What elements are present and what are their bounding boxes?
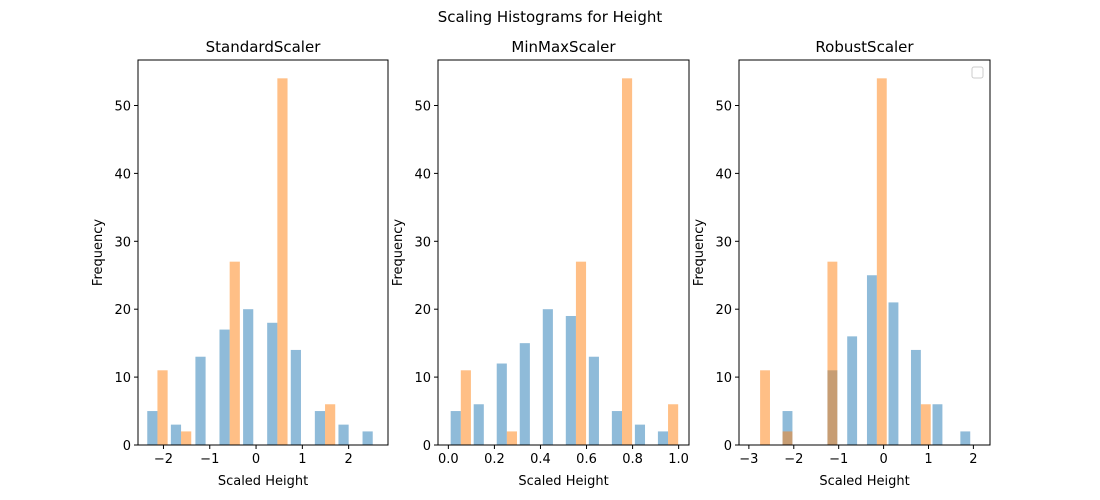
histogram-bar xyxy=(588,356,599,445)
y-tick-label: 50 xyxy=(414,99,431,114)
histogram-bar xyxy=(575,261,587,445)
y-tick-label: 10 xyxy=(114,371,131,386)
x-tick-label: 1.0 xyxy=(668,452,689,467)
x-tick-label: −2 xyxy=(784,452,803,467)
histogram-bar xyxy=(157,370,168,445)
y-axis-label: Frequency xyxy=(692,219,707,286)
x-tick-label: 0.8 xyxy=(622,452,643,467)
x-tick-label: 0.2 xyxy=(484,452,505,467)
subplot-2: 0.0 0.2 0.4 0.6 0.8 1.0 0 10 20 30 40 50 MinMaxScale… xyxy=(391,38,690,489)
histogram-bar xyxy=(496,363,507,445)
x-tick-label: −1 xyxy=(829,452,848,467)
x-tick-label: 2 xyxy=(969,452,977,467)
x-tick-label: 1 xyxy=(924,452,932,467)
histogram-bar xyxy=(147,411,158,445)
x-tick-label: 0.0 xyxy=(438,452,459,467)
x-tick-label: 1 xyxy=(298,452,306,467)
histogram-bar xyxy=(519,343,530,445)
histogram-bar xyxy=(181,431,192,445)
x-tick-label: 0.4 xyxy=(530,452,551,467)
histogram-bar xyxy=(611,411,622,445)
histogram-bar xyxy=(229,261,240,445)
histogram-bar xyxy=(243,309,254,445)
histogram-bar xyxy=(910,349,921,445)
histogram-bar xyxy=(338,424,349,445)
y-tick-label: 50 xyxy=(114,99,131,114)
histogram-bar xyxy=(565,315,576,445)
histogram-bar xyxy=(314,411,326,445)
axes-frame xyxy=(738,59,991,446)
y-tick-label: 0 xyxy=(423,439,431,454)
subplot-title: MinMaxScaler xyxy=(511,38,616,56)
histogram-bar xyxy=(473,404,484,445)
histogram-bar xyxy=(827,261,838,445)
x-tick-label: 2 xyxy=(345,452,353,467)
histogram-bar xyxy=(267,322,278,445)
x-axis-label: Scaled Height xyxy=(819,474,909,489)
histogram-bar xyxy=(621,78,633,445)
x-tick-label: −2 xyxy=(154,452,173,467)
histogram-bar xyxy=(876,78,887,445)
histogram-bar xyxy=(542,309,553,445)
y-tick-label: 30 xyxy=(715,235,732,250)
x-tick-label: −3 xyxy=(739,452,758,467)
histogram-bar xyxy=(782,411,793,445)
y-axis-label: Frequency xyxy=(91,219,106,286)
bars xyxy=(147,78,373,445)
y-tick-label: 40 xyxy=(114,167,131,182)
histogram-bar xyxy=(170,424,182,445)
histogram-bar xyxy=(325,404,336,445)
y-tick-label: 40 xyxy=(715,167,732,182)
histogram-bar xyxy=(888,302,899,445)
histogram-bar xyxy=(668,404,679,445)
histogram-bar xyxy=(634,424,646,445)
y-tick-label: 30 xyxy=(114,235,131,250)
y-tick-label: 10 xyxy=(414,371,431,386)
bars xyxy=(450,78,679,445)
y-tick-label: 10 xyxy=(715,371,732,386)
y-tick-label: 20 xyxy=(414,303,431,318)
histogram-bar xyxy=(657,431,669,445)
histogram-bar xyxy=(866,275,877,445)
y-axis-label: Frequency xyxy=(391,219,406,286)
legend-box xyxy=(971,66,984,79)
histogram-bar xyxy=(847,336,858,445)
x-axis-label: Scaled Height xyxy=(518,474,608,489)
histogram-bar xyxy=(277,78,288,445)
y-tick-label: 0 xyxy=(123,439,131,454)
histogram-bar xyxy=(760,370,770,445)
histogram-bar xyxy=(195,356,206,445)
axes-frame xyxy=(437,59,690,446)
histogram-bar xyxy=(460,370,471,445)
x-tick-label: 0.6 xyxy=(576,452,597,467)
histogram-bar xyxy=(362,431,373,445)
histogram-bar xyxy=(782,431,793,445)
axes-frame xyxy=(137,59,389,446)
histogram-bar xyxy=(450,411,461,445)
histogram-bar xyxy=(219,329,230,445)
histogram-bar xyxy=(932,404,943,445)
x-axis-label: Scaled Height xyxy=(218,474,308,489)
bars xyxy=(760,78,971,445)
x-tick-label: 0 xyxy=(252,452,260,467)
y-tick-label: 20 xyxy=(715,303,732,318)
y-tick-label: 50 xyxy=(715,99,732,114)
subplot-title: RobustScaler xyxy=(815,38,914,56)
histogram-bar xyxy=(290,349,301,445)
y-tick-label: 20 xyxy=(114,303,131,318)
histogram-bar xyxy=(960,431,971,445)
subplot-title: StandardScaler xyxy=(206,38,322,56)
x-tick-label: 0 xyxy=(879,452,887,467)
y-tick-label: 40 xyxy=(414,167,431,182)
y-tick-label: 30 xyxy=(414,235,431,250)
histogram-bar xyxy=(506,431,517,445)
figure-suptitle: Scaling Histograms for Height xyxy=(438,8,663,26)
y-tick-label: 0 xyxy=(724,439,732,454)
x-tick-label: −1 xyxy=(200,452,219,467)
histogram-bar xyxy=(920,404,931,445)
